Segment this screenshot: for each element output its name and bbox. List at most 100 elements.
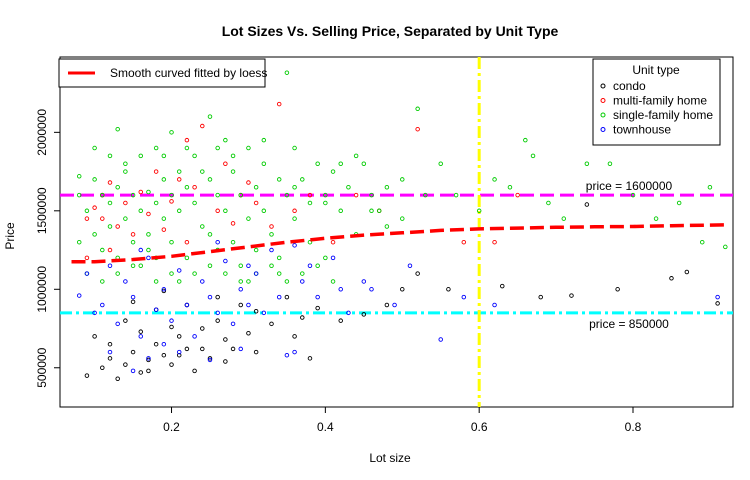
point-townhouse [161, 341, 167, 347]
point-condo [400, 287, 405, 292]
point-townhouse [230, 321, 236, 327]
point-single-family-home [246, 279, 251, 284]
point-single-family-home [346, 185, 351, 190]
point-townhouse [207, 357, 213, 363]
point-single-family-home [284, 279, 290, 284]
point-townhouse [492, 302, 497, 308]
point-townhouse [107, 263, 113, 268]
point-multi-family-home [246, 180, 251, 185]
point-single-family-home [492, 177, 497, 182]
reference-line-label: price = 1600000 [586, 179, 673, 193]
point-single-family-home [584, 161, 590, 166]
point-townhouse [146, 356, 151, 361]
point-multi-family-home [492, 239, 497, 245]
point-townhouse [330, 255, 336, 261]
loess-curve [71, 223, 726, 264]
point-single-family-home [230, 169, 236, 174]
point-multi-family-home [100, 216, 105, 221]
point-single-family-home [300, 271, 305, 276]
point-condo [230, 346, 236, 352]
point-single-family-home [415, 106, 420, 112]
point-multi-family-home [230, 221, 236, 226]
point-condo [307, 356, 313, 361]
point-multi-family-home [169, 199, 174, 204]
point-single-family-home [100, 279, 105, 284]
point-multi-family-home [269, 224, 274, 229]
point-condo [200, 346, 205, 352]
point-townhouse [338, 287, 343, 292]
point-multi-family-home [84, 255, 90, 261]
point-multi-family-home [330, 239, 336, 245]
point-single-family-home [107, 200, 113, 206]
loess-legend-label: Smooth curved fitted by loess [110, 66, 267, 80]
plot-frame [59, 56, 734, 408]
point-single-family-home [115, 185, 120, 190]
point-single-family-home [107, 153, 113, 159]
point-townhouse [130, 294, 136, 300]
point-townhouse [238, 346, 243, 352]
point-single-family-home [384, 224, 390, 229]
point-single-family-home [123, 169, 128, 174]
point-condo [538, 294, 543, 300]
point-multi-family-home [115, 224, 120, 229]
point-condo [338, 318, 343, 323]
point-townhouse [130, 368, 136, 374]
point-single-family-home [192, 200, 197, 206]
point-single-family-home [300, 177, 305, 182]
point-single-family-home [384, 185, 390, 190]
point-single-family-home [253, 247, 259, 253]
point-single-family-home [115, 271, 120, 276]
point-single-family-home [100, 192, 105, 198]
point-townhouse [307, 263, 313, 268]
point-single-family-home [130, 192, 136, 198]
point-multi-family-home [107, 180, 113, 185]
point-single-family-home [330, 169, 336, 174]
point-single-family-home [292, 185, 297, 190]
point-multi-family-home [107, 247, 113, 253]
point-condo [500, 283, 505, 289]
point-multi-family-home [292, 208, 297, 214]
point-single-family-home [92, 145, 97, 151]
point-multi-family-home [276, 101, 282, 107]
point-townhouse [176, 349, 182, 355]
point-single-family-home [523, 137, 528, 143]
legend-label-condo: condo [613, 79, 646, 93]
point-townhouse [207, 294, 213, 300]
point-single-family-home [223, 208, 228, 214]
legend-marker-townhouse [600, 127, 606, 132]
point-condo [315, 305, 320, 311]
point-single-family-home [253, 185, 259, 190]
point-single-family-home [153, 200, 159, 206]
point-condo [223, 337, 228, 342]
point-single-family-home [192, 153, 197, 159]
y-tick-label: 1500000 [35, 187, 49, 234]
point-condo [238, 302, 243, 308]
point-single-family-home [215, 192, 220, 198]
point-single-family-home [338, 208, 343, 214]
series-legend-title: Unit type [632, 63, 680, 77]
point-townhouse [292, 243, 297, 248]
legend-marker-condo [600, 83, 606, 89]
point-single-family-home [153, 279, 159, 284]
point-single-family-home [323, 192, 328, 198]
point-condo [246, 330, 251, 336]
point-townhouse [238, 287, 243, 292]
point-condo [361, 312, 367, 317]
point-townhouse [284, 352, 290, 358]
point-townhouse [123, 279, 128, 284]
point-single-family-home [161, 177, 167, 182]
point-condo [415, 271, 420, 276]
point-single-family-home [223, 137, 228, 143]
point-condo [223, 359, 228, 364]
point-single-family-home [184, 255, 190, 261]
legend-marker-single-family-home [600, 112, 606, 118]
point-single-family-home [169, 192, 174, 198]
point-multi-family-home [84, 216, 90, 221]
point-single-family-home [76, 239, 82, 245]
point-condo [215, 318, 220, 323]
point-condo [253, 349, 259, 355]
point-townhouse [92, 310, 97, 316]
point-single-family-home [230, 239, 236, 245]
point-single-family-home [146, 189, 151, 195]
